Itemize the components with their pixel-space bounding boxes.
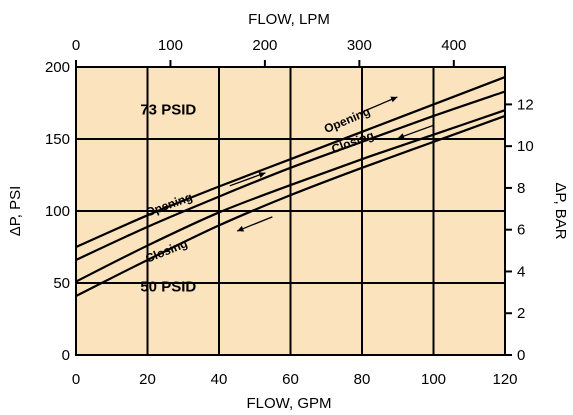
right-tick-label: 12 [517, 96, 534, 113]
plot-frame [75, 66, 506, 356]
left-tick-label: 0 [62, 347, 70, 364]
annotation-label: 50 PSID [140, 279, 196, 296]
right-tick-label: 0 [517, 347, 525, 364]
bottom-tick-label: 20 [139, 371, 156, 388]
series-line-50-psid-opening [75, 109, 506, 283]
top-tick-label: 300 [347, 37, 372, 54]
arrow-shaft [236, 216, 273, 232]
right-axis-title: ΔP, BAR [552, 182, 569, 239]
left-axis-title: ΔP, PSI [7, 186, 24, 237]
right-tick-label: 4 [517, 263, 525, 280]
left-tick-label: 100 [45, 203, 70, 220]
arrow-shaft [362, 96, 398, 113]
top-tick-label: 200 [252, 37, 277, 54]
top-tick-label: 400 [441, 37, 466, 54]
right-tick-label: 6 [517, 222, 525, 239]
bottom-tick-label: 60 [282, 371, 299, 388]
top-axis-title: FLOW, LPM [248, 11, 330, 28]
bottom-tick-label: 100 [421, 371, 446, 388]
bottom-tick-label: 80 [354, 371, 371, 388]
series-line-50-psid-closing [75, 114, 506, 297]
direction-arrow-left [236, 216, 273, 232]
left-tick-label: 150 [45, 131, 70, 148]
arrow-head [237, 225, 245, 232]
left-tick-label: 50 [53, 275, 70, 292]
bottom-tick-label: 120 [492, 371, 517, 388]
direction-arrow-right [362, 96, 398, 113]
top-tick-label: 100 [158, 37, 183, 54]
annotation-label: 73 PSID [140, 102, 196, 119]
series-line-73-psid-opening [75, 76, 506, 249]
data-series [75, 76, 506, 297]
arrow-shaft [229, 172, 266, 187]
right-tick-label: 2 [517, 305, 525, 322]
arrow-head [390, 96, 398, 103]
bottom-tick-label: 40 [211, 371, 228, 388]
arrow-shaft [397, 124, 434, 139]
right-tick-label: 8 [517, 180, 525, 197]
arrow-head [397, 133, 405, 140]
bottom-axis-title: FLOW, GPM [246, 395, 331, 412]
direction-arrow-right [229, 172, 266, 187]
bottom-tick-label: 0 [72, 371, 80, 388]
top-tick-label: 0 [72, 37, 80, 54]
left-tick-label: 200 [45, 59, 70, 76]
arrow-head [258, 172, 266, 178]
direction-arrow-left [397, 124, 434, 140]
series-line-73-psid-closing [75, 90, 506, 261]
right-tick-label: 10 [517, 138, 534, 155]
